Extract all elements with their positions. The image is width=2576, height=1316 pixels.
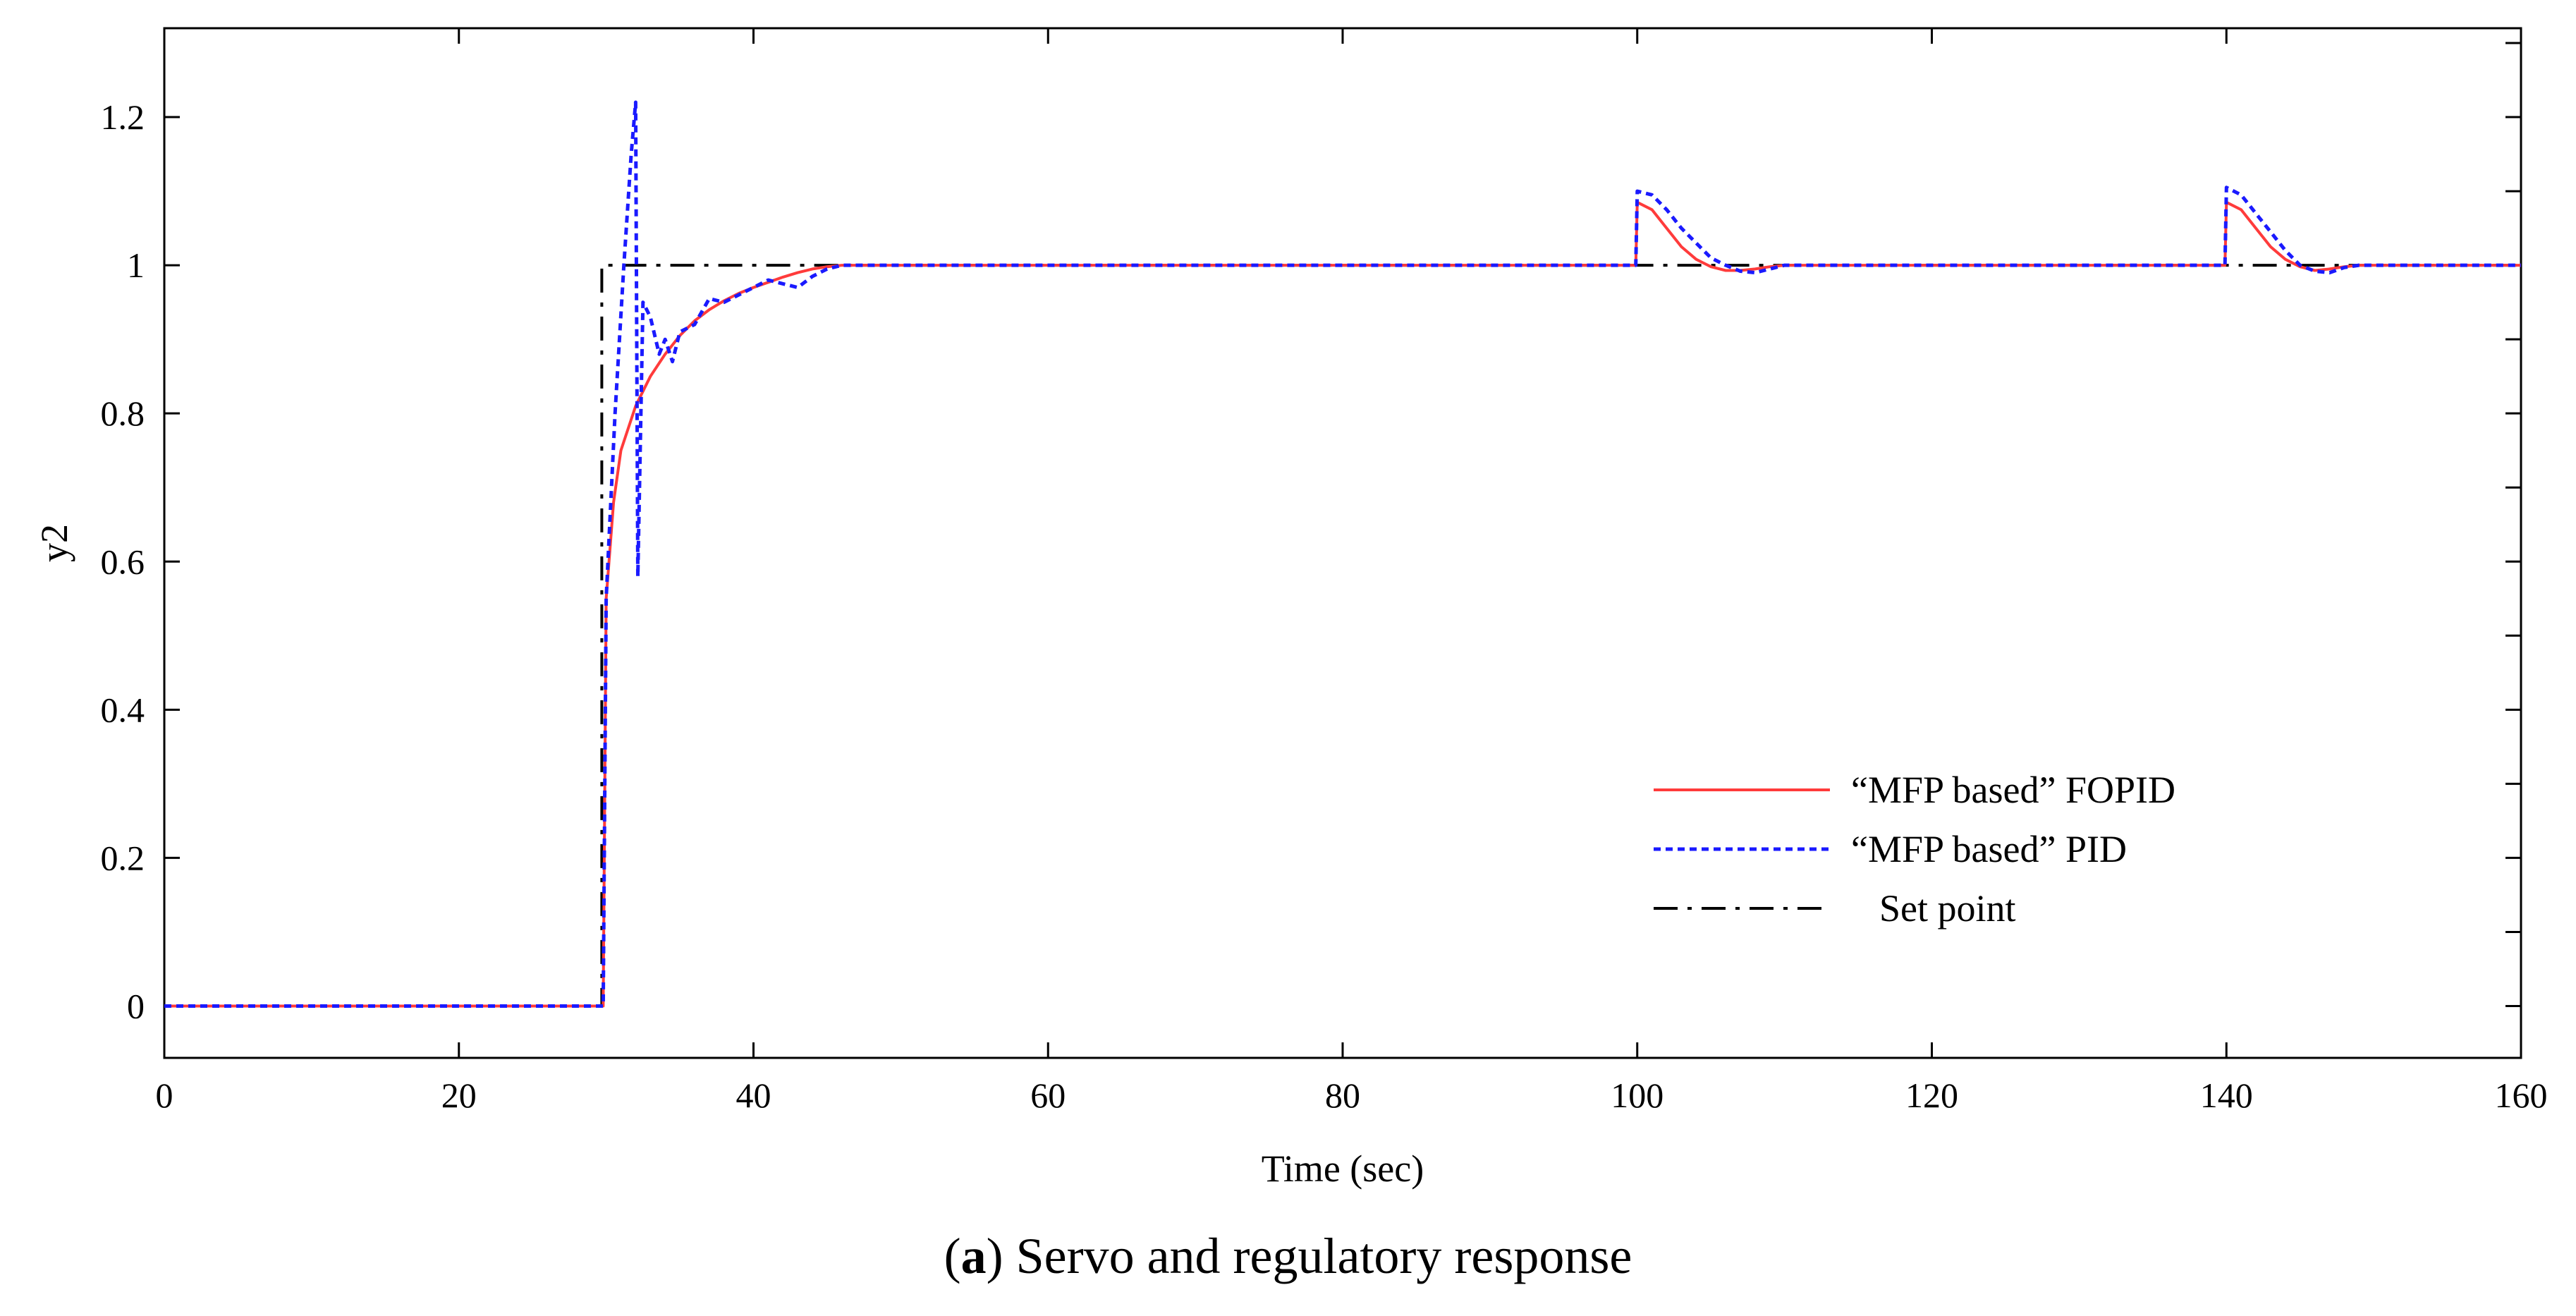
series-layer <box>164 100 2521 1008</box>
x-tick-label: 0 <box>156 1076 173 1115</box>
y-tick-label: 1 <box>127 245 145 285</box>
series-line-dotted <box>164 100 2521 1008</box>
x-tick-label: 120 <box>1905 1076 1958 1115</box>
y-tick-label: 0.2 <box>101 838 145 877</box>
y-tick-label: 0 <box>127 986 145 1025</box>
legend-label: “MFP based” PID <box>1851 828 2127 870</box>
series-line-solid <box>164 200 2521 1008</box>
x-tick-label: 100 <box>1611 1076 1664 1115</box>
x-axis-ticks: 0 20 40 60 80 100 120 140 160 <box>156 28 2548 1115</box>
y-tick-label: 0.8 <box>101 394 145 433</box>
y-tick-label: 1.2 <box>101 97 145 137</box>
y-tick-label: 0.4 <box>101 690 145 729</box>
caption-open: ( <box>944 1228 961 1284</box>
x-tick-label: 40 <box>736 1076 771 1115</box>
plot-frame <box>163 27 2522 1059</box>
x-axis-title: Time (sec) <box>1262 1147 1424 1190</box>
legend-label: Set point <box>1879 887 2016 930</box>
legend: “MFP based” FOPID “MFP based” PID Set poin… <box>1654 769 2175 930</box>
x-tick-label: 60 <box>1030 1076 1066 1115</box>
caption-panel-letter: a <box>960 1228 987 1284</box>
y-axis-ticks: 0 0.2 0.4 0.6 0.8 1 1.2 <box>101 42 2521 1025</box>
plot-border <box>163 27 2522 1059</box>
y-tick-label: 0.6 <box>101 542 145 581</box>
x-tick-label: 20 <box>441 1076 477 1115</box>
caption-text: ) Servo and regulatory response <box>986 1228 1632 1284</box>
x-tick-label: 140 <box>2200 1076 2253 1115</box>
legend-label: “MFP based” FOPID <box>1851 769 2175 811</box>
series-line-dashdot <box>164 264 2521 1008</box>
y-axis-title: y2 <box>33 524 75 562</box>
figure-caption: (a) Servo and regulatory response <box>0 1227 2576 1286</box>
x-tick-label: 80 <box>1325 1076 1360 1115</box>
x-tick-label: 160 <box>2495 1076 2548 1115</box>
